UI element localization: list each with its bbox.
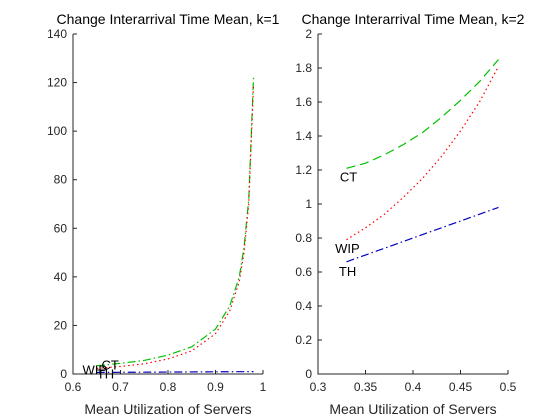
right-chart-ytick-label: 1.4 — [295, 129, 312, 143]
right-chart-ytick-label: 1 — [305, 197, 312, 211]
left-chart-ytick-label: 80 — [54, 173, 68, 187]
right-chart-ytick-label: 0.2 — [295, 333, 312, 347]
right-chart-ytick-label: 0 — [305, 367, 312, 381]
left-chart-xtick-label: 0.9 — [207, 380, 224, 394]
left-chart-ytick-label: 40 — [54, 270, 68, 284]
left-chart-series-th — [96, 371, 254, 374]
left-chart-axes — [72, 34, 263, 375]
left-chart-ytick-label: 140 — [47, 27, 67, 41]
left-chart-xlabel: Mean Utilization of Servers — [84, 401, 251, 417]
left-chart-label-th: TH — [97, 367, 114, 382]
right-chart-series-ct — [346, 59, 499, 169]
right-chart-ytick-label: 2 — [305, 27, 312, 41]
right-chart-series-th — [346, 206, 499, 263]
right-chart-series-wip — [346, 66, 500, 241]
left-chart-xtick-label: 1 — [260, 380, 267, 394]
left-chart-ytick-label: 60 — [54, 221, 68, 235]
right-chart-ytick-label: 1.8 — [295, 61, 312, 75]
left-chart-xtick-label: 0.7 — [112, 380, 129, 394]
right-chart-panel: Change Interarrival Time Mean, k=2 Mean … — [295, 11, 524, 417]
left-chart-xtick-label: 0.6 — [65, 380, 82, 394]
left-chart-label-ct: CT — [102, 358, 119, 373]
left-chart-xtick-label: 0.8 — [160, 380, 177, 394]
right-chart-label-th: TH — [339, 264, 356, 279]
right-chart-xtick-label: 0.4 — [405, 380, 422, 394]
left-chart-series-ct — [96, 77, 255, 367]
left-chart-label-wip: WIP — [83, 363, 108, 378]
right-chart-ytick-label: 1.6 — [295, 95, 312, 109]
left-chart-ytick-label: 120 — [47, 76, 67, 90]
left-chart-panel: Change Interarrival Time Mean, k=1 Mean … — [47, 11, 280, 417]
right-chart-ytick-label: 0.8 — [295, 231, 312, 245]
left-chart-series-wip — [96, 84, 255, 370]
right-chart-xlabel: Mean Utilization of Servers — [329, 401, 496, 417]
left-chart-ytick-label: 20 — [54, 318, 68, 332]
left-chart-ytick-label: 0 — [60, 367, 67, 381]
right-chart-label-wip: WIP — [335, 241, 360, 256]
right-chart-ytick-label: 0.6 — [295, 265, 312, 279]
right-chart-xtick-label: 0.45 — [449, 380, 473, 394]
left-chart-title: Change Interarrival Time Mean, k=1 — [57, 11, 280, 27]
right-chart-ytick-label: 0.4 — [295, 299, 312, 313]
right-chart-label-ct: CT — [340, 170, 357, 185]
right-chart-title: Change Interarrival Time Mean, k=2 — [302, 11, 525, 27]
right-chart-axes — [317, 34, 508, 375]
right-chart-xtick-label: 0.35 — [354, 380, 378, 394]
right-chart-xtick-label: 0.5 — [500, 380, 517, 394]
right-chart-xtick-label: 0.3 — [310, 380, 327, 394]
right-chart-ytick-label: 1.2 — [295, 163, 312, 177]
left-chart-ytick-label: 100 — [47, 124, 67, 138]
